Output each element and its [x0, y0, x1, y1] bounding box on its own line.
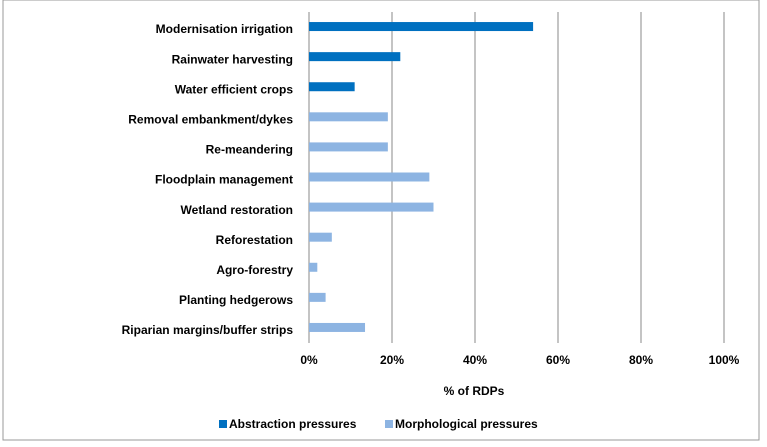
bar	[309, 82, 355, 92]
legend-label: Abstraction pressures	[229, 417, 357, 431]
y-tick-label: Agro-forestry	[216, 263, 293, 277]
y-tick-label: Wetland restoration	[181, 203, 293, 217]
y-tick-label: Planting hedgerows	[179, 293, 293, 307]
bar	[309, 292, 326, 302]
bar	[309, 322, 366, 332]
x-axis-label: % of RDPs	[444, 384, 505, 398]
legend-label: Morphological pressures	[395, 417, 538, 431]
x-tick-label: 0%	[300, 353, 318, 367]
y-tick-label: Reforestation	[216, 233, 293, 247]
x-tick-label: 60%	[546, 353, 570, 367]
x-tick-label: 40%	[463, 353, 487, 367]
x-tick-label: 20%	[380, 353, 404, 367]
y-tick-label: Modernisation irrigation	[156, 22, 293, 36]
legend-swatch	[219, 420, 227, 428]
y-tick-label: Rainwater harvesting	[172, 52, 293, 66]
bar	[309, 22, 534, 32]
chart-border	[2, 0, 760, 441]
bar	[309, 112, 388, 122]
bar	[309, 202, 434, 212]
y-tick-label: Removal embankment/dykes	[128, 112, 293, 126]
bar	[309, 52, 401, 62]
y-tick-label: Re-meandering	[206, 143, 293, 157]
y-tick-label: Water efficient crops	[175, 82, 294, 96]
bar	[309, 262, 318, 272]
y-tick-label: Riparian margins/buffer strips	[122, 323, 294, 337]
y-tick-label: Floodplain management	[155, 173, 293, 187]
bar	[309, 142, 388, 152]
x-tick-label: 100%	[709, 353, 740, 367]
bar	[309, 232, 332, 242]
x-tick-label: 80%	[629, 353, 653, 367]
legend-swatch	[385, 420, 393, 428]
bar	[309, 172, 430, 182]
